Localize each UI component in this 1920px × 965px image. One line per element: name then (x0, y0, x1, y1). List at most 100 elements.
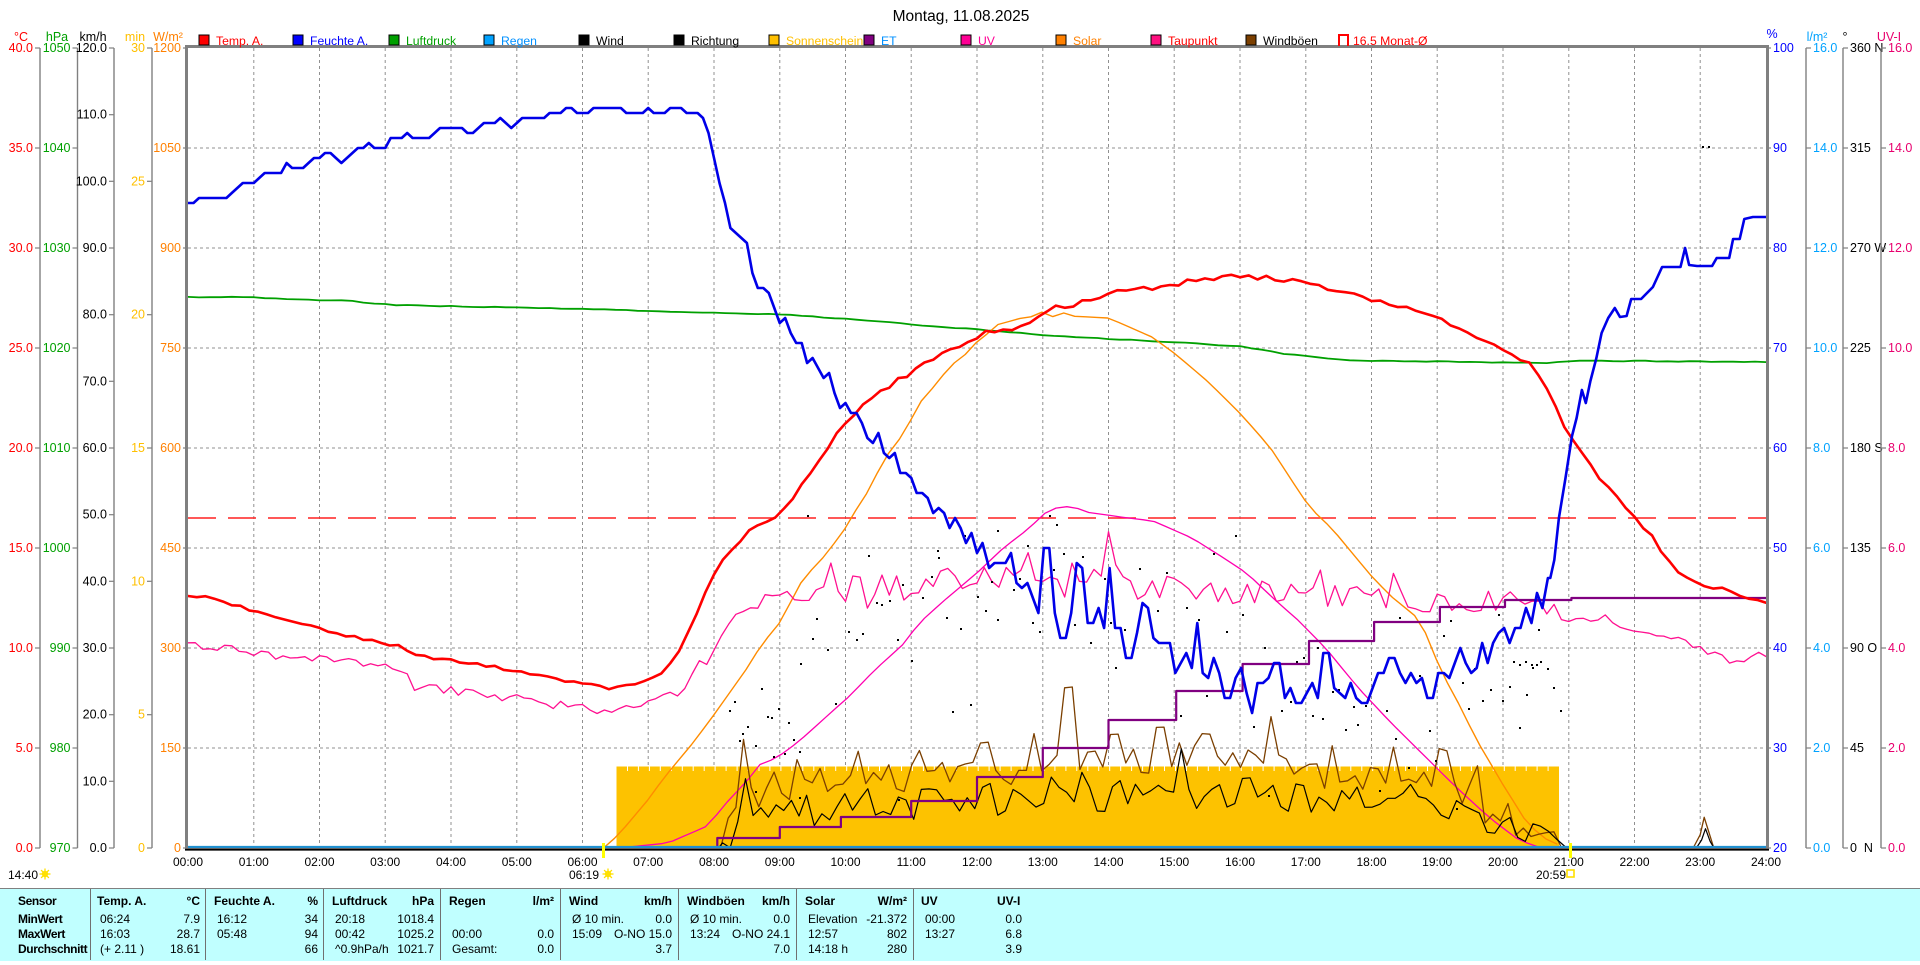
svg-text:Regen: Regen (501, 34, 537, 48)
svg-text:km/h: km/h (79, 30, 106, 44)
svg-text:21:00: 21:00 (1554, 855, 1584, 869)
svg-text:06:00: 06:00 (567, 855, 597, 869)
svg-text:16:00: 16:00 (1225, 855, 1255, 869)
svg-text:450: 450 (160, 541, 181, 555)
svg-text:%: % (1766, 27, 1777, 41)
svg-text:270 W: 270 W (1850, 241, 1886, 255)
svg-text:315: 315 (1850, 141, 1871, 155)
svg-text:135: 135 (1850, 541, 1871, 555)
svg-text:40: 40 (1773, 641, 1787, 655)
svg-text:10: 10 (131, 574, 145, 588)
svg-text:120.0: 120.0 (76, 41, 107, 55)
svg-text:°: ° (1843, 30, 1848, 44)
svg-text:45: 45 (1850, 741, 1864, 755)
svg-text:14:00: 14:00 (1093, 855, 1123, 869)
svg-text:04:00: 04:00 (436, 855, 466, 869)
svg-text:4.0: 4.0 (1813, 641, 1830, 655)
svg-text:4.0: 4.0 (1888, 641, 1905, 655)
svg-text:0.0: 0.0 (1888, 841, 1905, 855)
svg-text:Wind: Wind (596, 34, 624, 48)
svg-text:8.0: 8.0 (1888, 441, 1905, 455)
svg-text:1200: 1200 (153, 41, 181, 55)
svg-text:Temp. A.: Temp. A. (216, 34, 263, 48)
svg-text:10:00: 10:00 (830, 855, 860, 869)
svg-text:16.0: 16.0 (1813, 41, 1837, 55)
svg-text:03:00: 03:00 (370, 855, 400, 869)
svg-text:1050: 1050 (153, 141, 181, 155)
svg-text:5.0: 5.0 (16, 741, 33, 755)
svg-text:10.0: 10.0 (83, 774, 107, 788)
svg-text:Taupunkt: Taupunkt (1168, 34, 1218, 48)
svg-text:5: 5 (138, 708, 145, 722)
svg-text:20:00: 20:00 (1488, 855, 1518, 869)
svg-text:30.0: 30.0 (9, 241, 33, 255)
svg-text:12.0: 12.0 (1888, 241, 1912, 255)
svg-text:0.0: 0.0 (16, 841, 33, 855)
svg-text:70.0: 70.0 (83, 374, 107, 388)
svg-text:750: 750 (160, 341, 181, 355)
svg-text:01:00: 01:00 (239, 855, 269, 869)
svg-text:50.0: 50.0 (83, 508, 107, 522)
svg-text:13:00: 13:00 (1028, 855, 1058, 869)
svg-text:Feuchte A.: Feuchte A. (310, 34, 368, 48)
svg-text:Montag, 11.08.2025: Montag, 11.08.2025 (893, 8, 1030, 25)
svg-text:2.0: 2.0 (1888, 741, 1905, 755)
svg-text:25: 25 (131, 174, 145, 188)
svg-text:20: 20 (131, 308, 145, 322)
svg-text:17:00: 17:00 (1291, 855, 1321, 869)
svg-text:70: 70 (1773, 341, 1787, 355)
svg-text:02:00: 02:00 (304, 855, 334, 869)
svg-text:W/m²: W/m² (153, 30, 183, 44)
svg-text:0: 0 (174, 841, 181, 855)
svg-text:ET: ET (881, 34, 897, 48)
svg-text:0 N: 0 N (1850, 841, 1873, 855)
svg-text:980: 980 (50, 741, 71, 755)
svg-text:14.0: 14.0 (1888, 141, 1912, 155)
svg-text:0.0: 0.0 (90, 841, 107, 855)
svg-text:Solar: Solar (1073, 34, 1101, 48)
svg-text:225: 225 (1850, 341, 1871, 355)
svg-text:UV: UV (978, 34, 996, 48)
svg-text:06:19: 06:19 (569, 868, 599, 882)
svg-text:1030: 1030 (43, 241, 71, 255)
svg-text:15.0: 15.0 (9, 541, 33, 555)
svg-text:Windböen: Windböen (1263, 34, 1318, 48)
svg-text:1040: 1040 (43, 141, 71, 155)
svg-text:UV-I: UV-I (1877, 30, 1901, 44)
svg-text:60: 60 (1773, 441, 1787, 455)
svg-text:min: min (125, 30, 145, 44)
svg-text:30.0: 30.0 (83, 641, 107, 655)
svg-text:09:00: 09:00 (765, 855, 795, 869)
svg-text:Richtung: Richtung (691, 34, 739, 48)
svg-text:90: 90 (1773, 141, 1787, 155)
svg-text:110.0: 110.0 (77, 108, 107, 122)
svg-text:180 S: 180 S (1850, 441, 1883, 455)
svg-text:0.0: 0.0 (1813, 841, 1830, 855)
svg-text:990: 990 (50, 641, 71, 655)
svg-text:900: 900 (160, 241, 181, 255)
svg-text:15:00: 15:00 (1159, 855, 1189, 869)
svg-text:16.5 Monat-Ø: 16.5 Monat-Ø (1353, 34, 1428, 48)
svg-text:60.0: 60.0 (83, 441, 107, 455)
svg-text:1050: 1050 (43, 41, 71, 55)
svg-text:20: 20 (1773, 841, 1787, 855)
svg-text:07:00: 07:00 (633, 855, 663, 869)
svg-text:Luftdruck: Luftdruck (406, 34, 457, 48)
svg-text:12.0: 12.0 (1813, 241, 1837, 255)
svg-text:1020: 1020 (43, 341, 71, 355)
svg-text:100: 100 (1773, 41, 1794, 55)
svg-text:300: 300 (160, 641, 181, 655)
svg-text:08:00: 08:00 (699, 855, 729, 869)
svg-text:14:40: 14:40 (8, 868, 38, 882)
svg-text:150: 150 (160, 741, 181, 755)
svg-text:30: 30 (131, 41, 145, 55)
svg-text:20.0: 20.0 (9, 441, 33, 455)
svg-text:100.0: 100.0 (76, 174, 107, 188)
svg-text:6.0: 6.0 (1813, 541, 1830, 555)
svg-text:1010: 1010 (43, 441, 71, 455)
svg-text:80: 80 (1773, 241, 1787, 255)
svg-text:19:00: 19:00 (1422, 855, 1452, 869)
svg-text:40.0: 40.0 (9, 41, 33, 55)
svg-text:l/m²: l/m² (1807, 30, 1828, 44)
svg-text:90 O: 90 O (1850, 641, 1877, 655)
